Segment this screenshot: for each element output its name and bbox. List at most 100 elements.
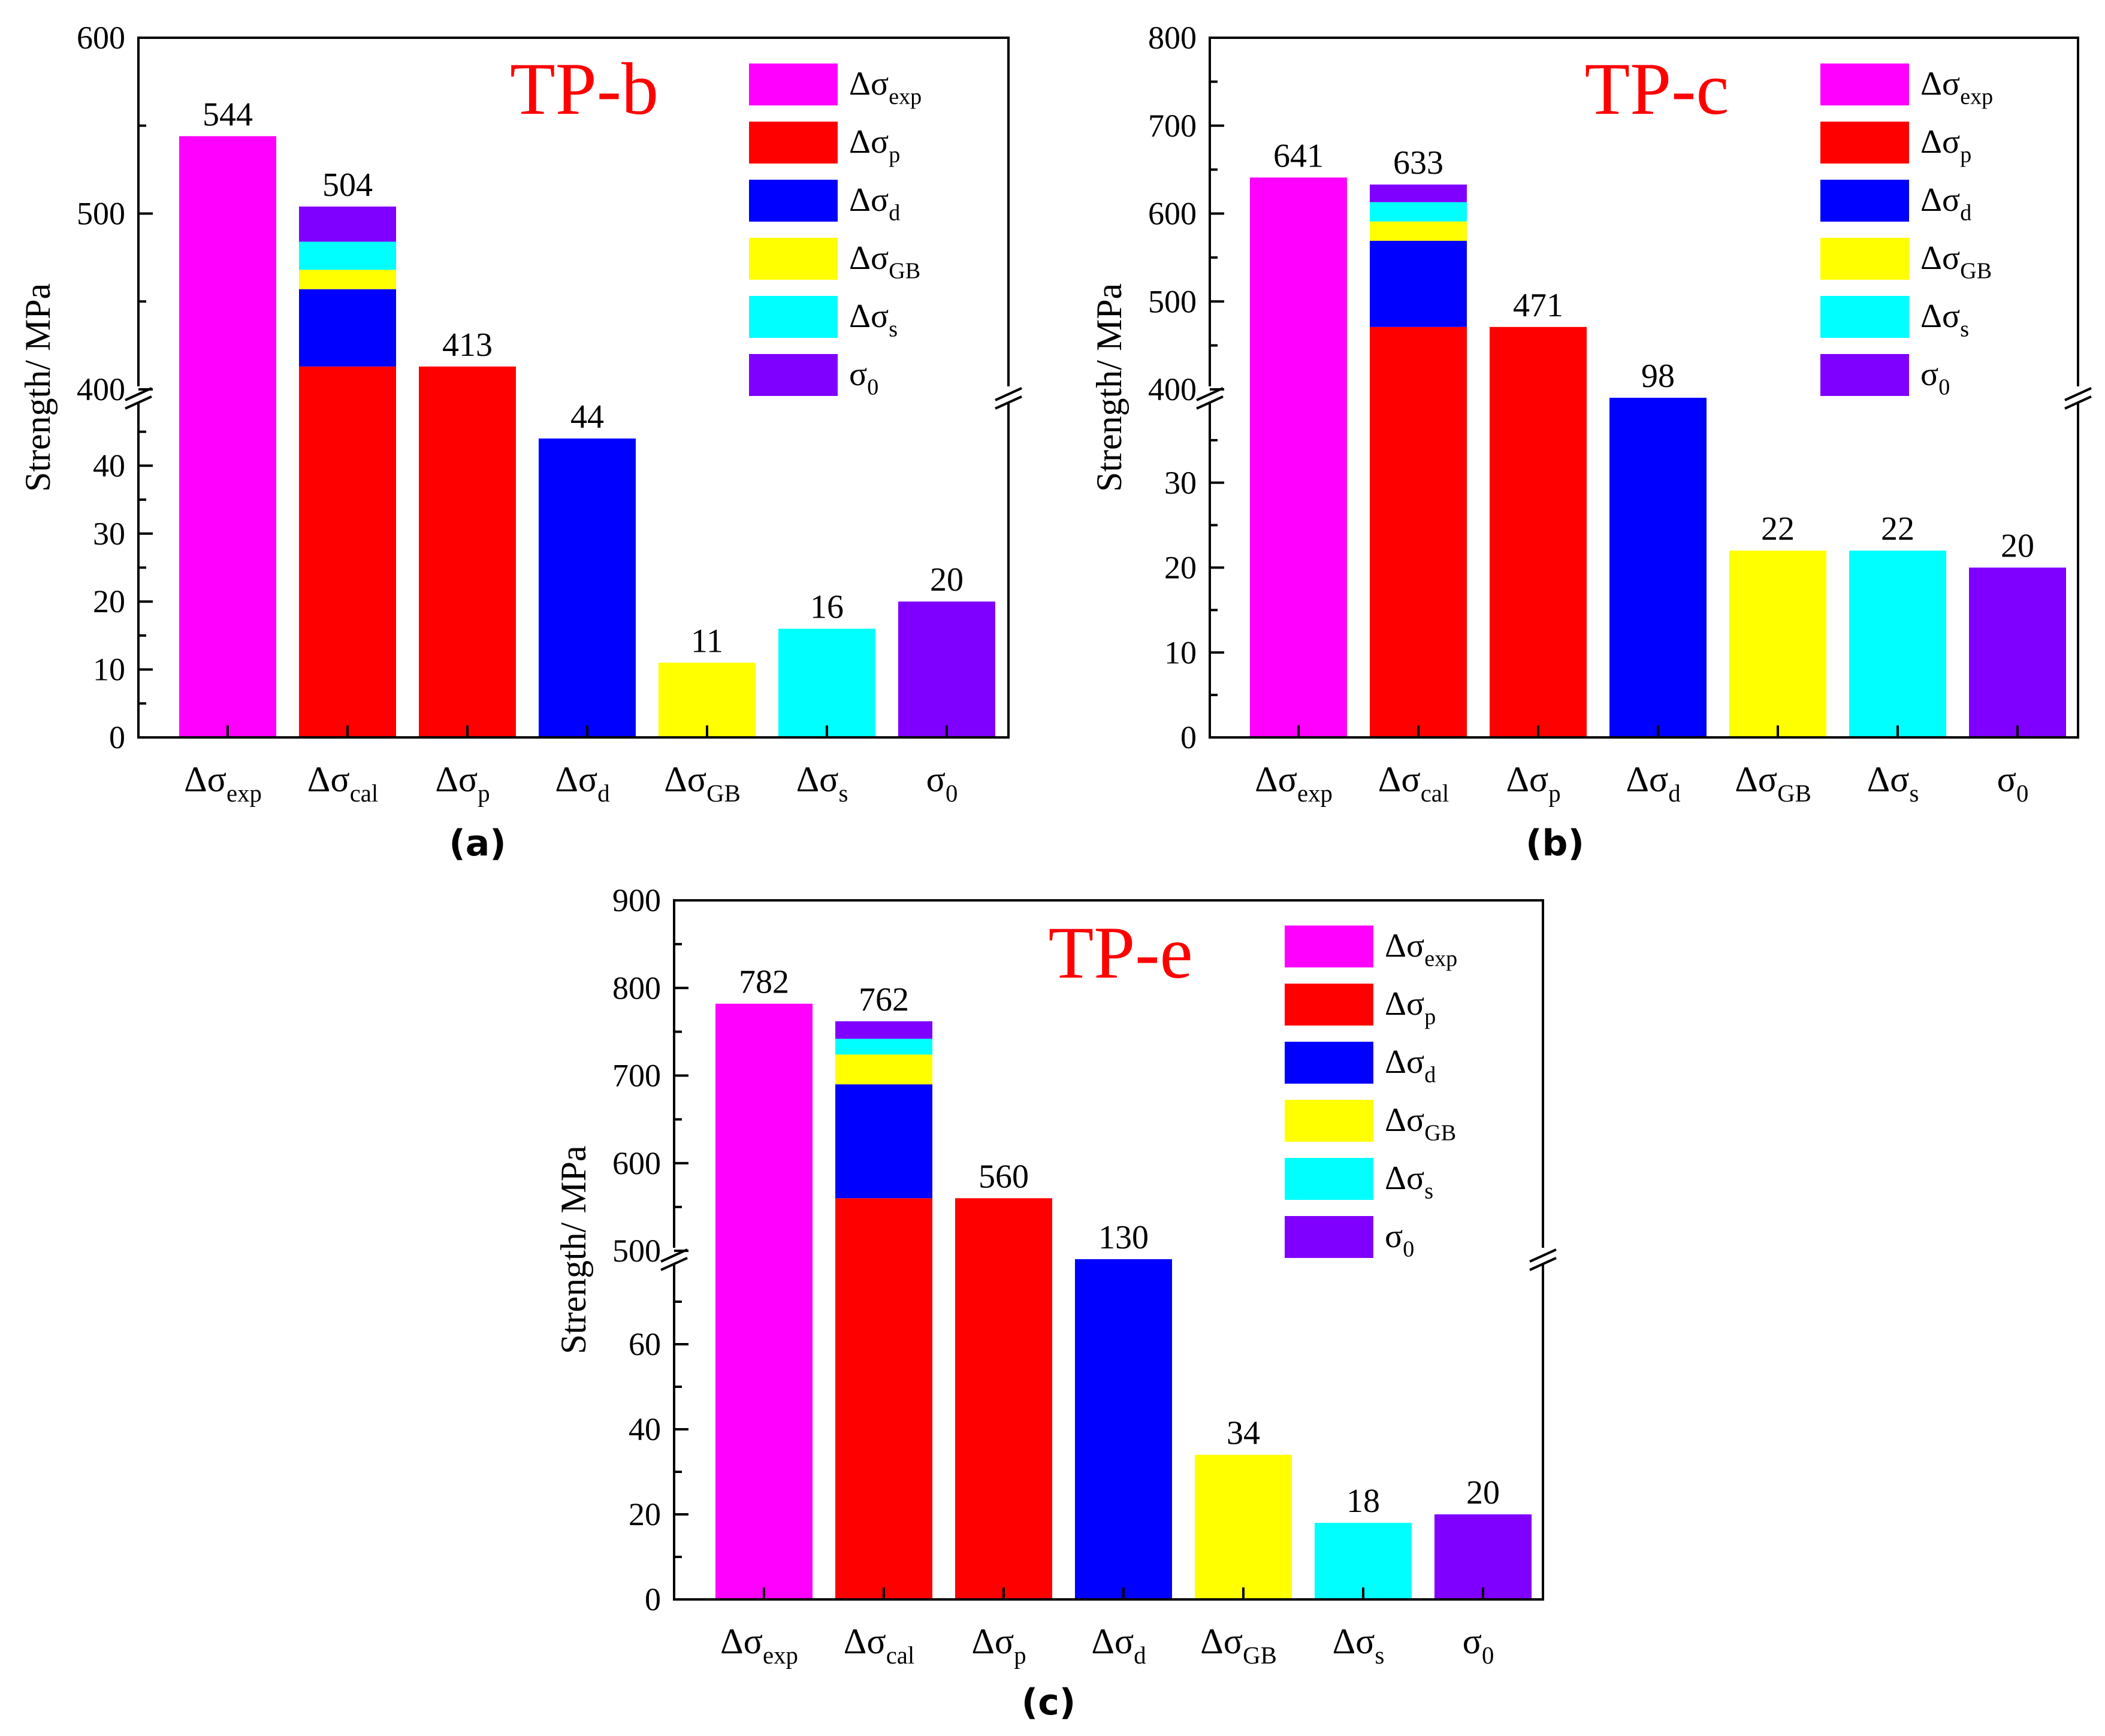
x-tick-label: Δσs [796,760,848,807]
stacked-segment-sigma0 [835,1021,932,1039]
legend-swatch [749,296,838,338]
data-label: 16 [810,589,844,626]
legend-label: Δσp [1920,123,1971,168]
x-tick-label: Δσcal [1378,760,1449,807]
y-tick-label: 900 [612,882,661,918]
x-tick-label: σ0 [1463,1622,1494,1669]
y-tick-label: 800 [612,970,661,1006]
x-tick-label: Δσd [555,760,609,807]
data-label: 782 [739,964,789,1001]
panel-label: (a) [449,822,506,864]
data-label: 633 [1393,144,1443,182]
y-tick-label: 600 [1148,196,1197,232]
legend-swatch [749,354,838,396]
data-label: 20 [2001,528,2034,565]
stacked-segment-s [1370,202,1467,222]
axis-break-mark [995,395,1022,410]
legend-swatch [1820,238,1909,280]
y-tick-label: 400 [77,371,125,407]
stacked-segment-sigma0 [299,206,396,242]
data-label: 11 [691,622,723,660]
data-label: 34 [1227,1415,1260,1452]
legend-label: Δσp [849,123,900,168]
y-axis-label: Strength/ MPa [18,283,58,492]
y-tick-label: 600 [77,20,125,56]
legend-swatch [749,122,838,164]
data-label: 130 [1098,1219,1149,1256]
bar-p [1490,326,1587,737]
stacked-segment-sigma0 [1370,185,1467,202]
bar-s [1849,551,1946,737]
legend-label: Δσd [1920,182,1971,226]
axis-break-mark [660,1257,688,1271]
legend-swatch [1820,63,1909,105]
bar-GB [1195,1454,1292,1599]
y-tick-label: 20 [93,583,125,619]
y-tick-label: 0 [1180,719,1197,755]
chart-panel-3: 782 762 560 130 34 18 20 500 600 700 800 900 0 20 40 60… [554,882,1558,1723]
bar-exp [179,136,276,738]
legend-label: Δσexp [1385,927,1457,972]
stacked-segment-d [299,289,396,367]
y-tick-label: 500 [1148,283,1197,319]
bar-GB [1729,551,1826,737]
legend-swatch [1285,984,1373,1026]
y-tick-label: 500 [77,196,125,232]
legend-label: ΔσGB [1385,1102,1456,1146]
bar-sigma0 [1434,1514,1532,1599]
legend-swatch [749,180,838,222]
y-tick-label: 400 [1148,371,1197,407]
data-label: 504 [322,167,373,204]
legend-swatch [749,238,838,280]
data-label: 560 [978,1158,1029,1195]
y-tick-label: 20 [1164,550,1197,586]
y-tick-label: 30 [1164,465,1197,501]
axis-break-mark [2064,387,2092,401]
y-axis-label: Strength/ MPa [1089,283,1129,492]
data-label: 22 [1881,510,1914,548]
data-label: 20 [1466,1474,1500,1511]
legend-label: σ0 [1385,1218,1414,1262]
axis-break-mark [125,395,152,410]
y-tick-label: 10 [1164,634,1197,670]
x-tick-label: Δσexp [1255,760,1333,807]
legend-label: Δσd [1385,1044,1436,1088]
y-tick-label: 40 [629,1411,661,1447]
y-tick-label: 20 [629,1496,661,1532]
axis-break-mark [1196,395,1224,410]
data-label: 641 [1273,137,1324,174]
legend-label: ΔσGB [849,240,920,284]
data-label: 544 [203,96,253,133]
x-tick-label: ΔσGB [664,760,741,807]
x-tick-label: ΔσGB [1200,1622,1277,1669]
legend-swatch [1285,1216,1373,1258]
legend-swatch [1820,180,1909,222]
data-label: 44 [570,398,604,435]
bar-d [539,438,636,737]
legend-label: σ0 [849,356,878,400]
bar-s [1315,1523,1412,1599]
y-tick-label: 600 [612,1145,661,1181]
chart-panel-1: 544 504 413 44 11 16 20 400 500 600 0 10 20 30 40 Δσexp… [18,20,1023,864]
legend-swatch [1820,354,1909,396]
axis-break-mark [1529,1248,1557,1263]
legend-swatch [749,63,838,105]
bar-exp [1250,177,1347,737]
x-tick-label: σ0 [1997,760,2029,807]
x-tick-label: Δσp [971,1622,1026,1669]
legend-label: σ0 [1920,356,1950,400]
x-tick-label: ΔσGB [1735,760,1811,807]
y-tick-label: 800 [1148,20,1197,56]
legend-swatch [1285,926,1373,967]
data-label: 98 [1641,358,1675,395]
bar-d [1075,1259,1172,1599]
legend-label: Δσexp [1920,65,1993,110]
legend-swatch [1285,1042,1373,1084]
legend-swatch [1285,1100,1373,1142]
x-tick-label: Δσexp [720,1622,798,1669]
stacked-segment-s [299,241,396,270]
chart-title: TP-e [1048,912,1192,994]
stacked-segment-GB [835,1054,932,1085]
y-axis-label: Strength/ MPa [554,1145,593,1354]
